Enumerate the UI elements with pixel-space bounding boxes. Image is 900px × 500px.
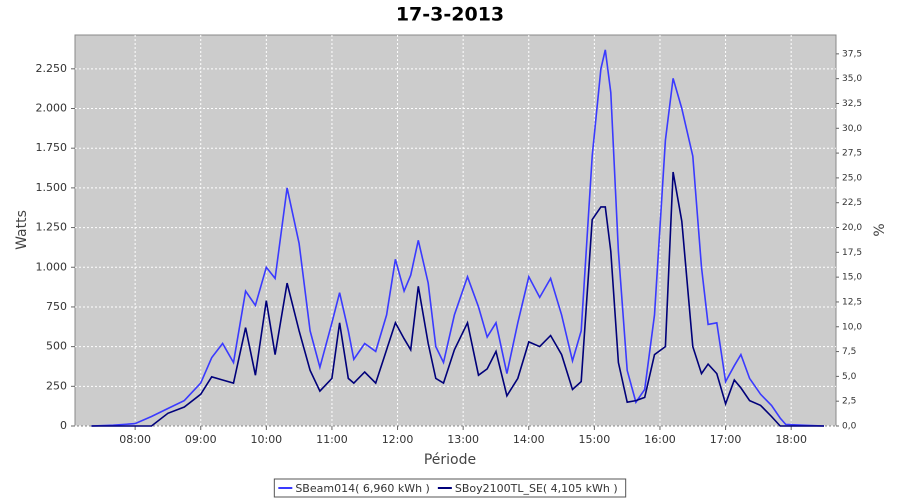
y2-tick-label: 17,5 bbox=[842, 248, 862, 258]
y2-tick-label: 0,0 bbox=[842, 422, 857, 432]
y-tick-label: 500 bbox=[46, 340, 67, 353]
y-tick-label: 1.000 bbox=[36, 260, 68, 273]
x-tick-label: 17:00 bbox=[710, 433, 742, 446]
y2-tick-label: 22,5 bbox=[842, 198, 862, 208]
plot-area bbox=[74, 34, 837, 427]
y-tick-label: 0 bbox=[60, 419, 67, 432]
y2-tick-label: 2,5 bbox=[842, 397, 856, 407]
x-tick-label: 09:00 bbox=[185, 433, 217, 446]
x-tick-label: 12:00 bbox=[382, 433, 414, 446]
chart-title: 17-3-2013 bbox=[396, 4, 504, 26]
series-line bbox=[91, 171, 824, 427]
y2-tick-label: 5,0 bbox=[842, 372, 857, 382]
y2-tick-label: 35,0 bbox=[842, 74, 862, 84]
x-axis-label: Période bbox=[424, 452, 476, 468]
x-tick-label: 13:00 bbox=[447, 433, 479, 446]
y-tick-label: 750 bbox=[46, 300, 67, 313]
legend-label: SBoy2100TL_SE( 4,105 kWh ) bbox=[455, 482, 618, 495]
y2-tick-label: 7,5 bbox=[842, 347, 856, 357]
x-tick-label: 14:00 bbox=[513, 433, 545, 446]
y-tick-label: 2.250 bbox=[36, 62, 68, 75]
y2-axis-label: % bbox=[872, 223, 888, 236]
legend-label: SBeam014( 6,960 kWh ) bbox=[295, 482, 430, 495]
y2-tick-label: 20,0 bbox=[842, 223, 862, 233]
y-tick-label: 1.500 bbox=[36, 181, 68, 194]
y2-tick-label: 37,5 bbox=[842, 49, 862, 59]
y2-tick-label: 32,5 bbox=[842, 99, 862, 109]
y2-tick-label: 12,5 bbox=[842, 297, 862, 307]
y2-tick-label: 30,0 bbox=[842, 124, 862, 134]
x-tick-label: 11:00 bbox=[316, 433, 348, 446]
y-tick-label: 2.000 bbox=[36, 102, 68, 115]
y-axis-label: Watts bbox=[14, 210, 30, 250]
x-tick-label: 16:00 bbox=[644, 433, 676, 446]
y-tick-label: 250 bbox=[46, 379, 67, 392]
y2-tick-label: 10,0 bbox=[842, 322, 862, 332]
x-tick-label: 10:00 bbox=[250, 433, 282, 446]
y2-tick-label: 25,0 bbox=[842, 173, 862, 183]
y2-tick-label: 15,0 bbox=[842, 273, 862, 283]
x-tick-label: 15:00 bbox=[579, 433, 611, 446]
series-line bbox=[91, 49, 825, 427]
y-tick-label: 1.750 bbox=[36, 141, 68, 154]
y-tick-label: 1.250 bbox=[36, 221, 68, 234]
x-tick-label: 08:00 bbox=[119, 433, 151, 446]
x-tick-label: 18:00 bbox=[775, 433, 807, 446]
y2-tick-label: 27,5 bbox=[842, 149, 862, 159]
